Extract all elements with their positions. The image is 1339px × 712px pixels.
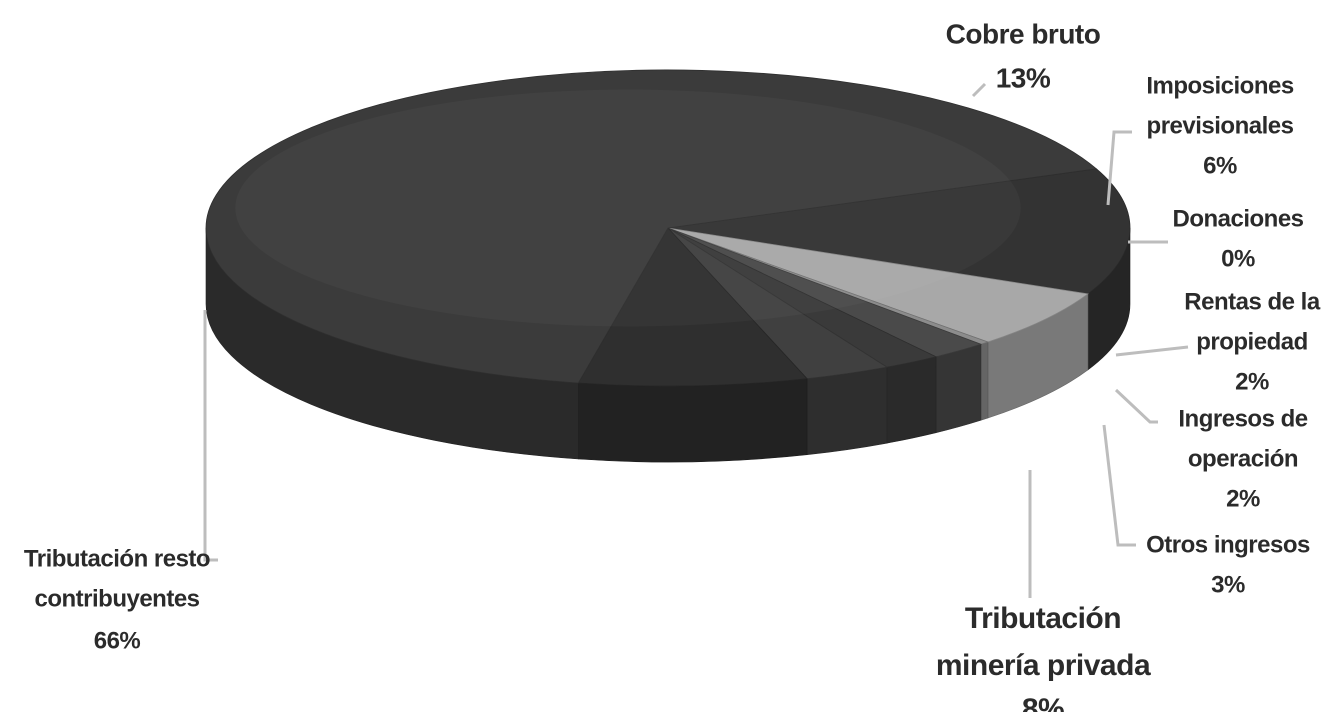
leader-line-otros-ingresos <box>1102 424 1136 547</box>
slice-tributacion-mineria-privada <box>577 227 808 387</box>
slice-imposiciones-previsionales <box>667 227 1089 343</box>
slice-side-rentas-de-la-propiedad <box>935 343 982 434</box>
data-label-otros-ingresos: Otros ingresos 3% <box>1146 531 1310 598</box>
label-name-ingresos-de-operacion-2: operación <box>1188 445 1298 472</box>
label-name-tributacion-mineria-privada-2: minería privada <box>936 649 1151 682</box>
data-label-ingresos-de-operacion: Ingresos de operación 2% <box>1178 405 1308 512</box>
label-name-otros-ingresos: Otros ingresos <box>1146 531 1310 558</box>
leader-line-imposiciones-previsionales <box>1106 130 1132 206</box>
data-label-donaciones: Donaciones 0% <box>1172 205 1304 272</box>
label-name-rentas-de-la-propiedad-2: propiedad <box>1196 328 1308 355</box>
leader-line-rentas-de-la-propiedad <box>1115 345 1189 357</box>
leader-line-tributacion-resto-contribuyentes <box>203 310 218 562</box>
label-name-rentas-de-la-propiedad-1: Rentas de la <box>1184 288 1321 315</box>
slice-side-otros-ingresos <box>806 366 888 456</box>
label-name-cobre-bruto: Cobre bruto <box>946 18 1101 49</box>
label-name-tributacion-resto-contribuyentes-1: Tributación resto <box>24 545 210 572</box>
leader-line-ingresos-de-operacion <box>1114 388 1158 424</box>
label-value-donaciones: 0% <box>1221 245 1255 272</box>
label-value-ingresos-de-operacion: 2% <box>1226 485 1260 512</box>
slice-tributacion-resto-contribuyentes <box>205 69 1098 384</box>
leader-lines <box>203 82 1189 598</box>
label-value-tributacion-mineria-privada: 8% <box>1022 693 1064 712</box>
data-label-cobre-bruto: Cobre bruto 13% <box>946 18 1102 93</box>
pie-highlight <box>235 90 1020 327</box>
label-name-tributacion-resto-contribuyentes-2: contribuyentes <box>34 585 199 612</box>
leader-line-cobre-bruto <box>971 82 987 98</box>
label-value-otros-ingresos: 3% <box>1211 571 1245 598</box>
label-name-imposiciones-previsionales-1: Imposiciones <box>1146 72 1294 99</box>
data-label-tributacion-resto-contribuyentes: Tributación resto contribuyentes 66% <box>24 545 211 654</box>
label-name-tributacion-mineria-privada-1: Tributación <box>965 602 1121 635</box>
pie-slices <box>205 69 1131 463</box>
data-label-rentas-de-la-propiedad: Rentas de la propiedad 2% <box>1184 288 1321 395</box>
label-name-ingresos-de-operacion-1: Ingresos de <box>1178 405 1307 432</box>
label-name-donaciones: Donaciones <box>1172 205 1303 232</box>
label-value-cobre-bruto: 13% <box>996 62 1051 93</box>
label-name-imposiciones-previsionales-2: previsionales <box>1147 112 1294 139</box>
slice-side-ingresos-de-operacion <box>886 356 937 444</box>
label-value-imposiciones-previsionales: 6% <box>1203 152 1237 179</box>
slice-side-tributacion-mineria-privada <box>578 378 808 463</box>
data-label-tributacion-mineria-privada: Tributación minería privada 8% <box>936 602 1152 712</box>
slice-side-donaciones <box>980 341 989 421</box>
data-label-imposiciones-previsionales: Imposiciones previsionales 6% <box>1146 72 1294 179</box>
label-value-tributacion-resto-contribuyentes: 66% <box>94 627 141 654</box>
data-labels: Cobre bruto 13% Imposiciones previsionales 6… <box>24 18 1321 712</box>
label-value-rentas-de-la-propiedad: 2% <box>1235 368 1269 395</box>
